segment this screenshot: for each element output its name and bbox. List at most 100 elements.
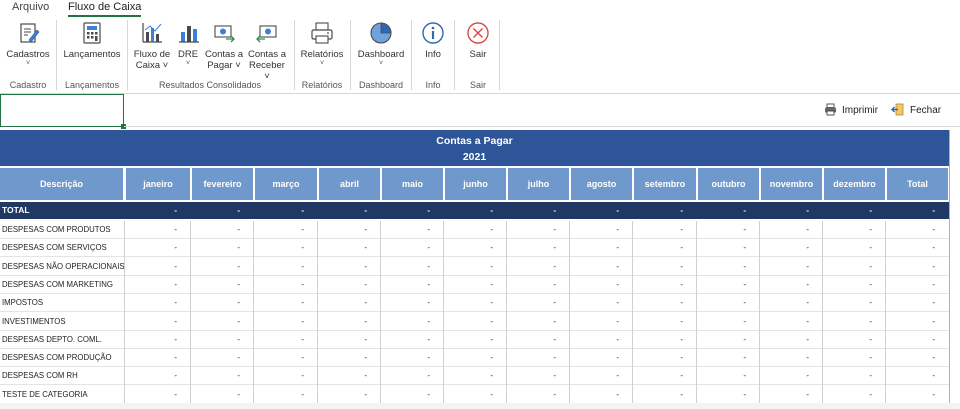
value-cell[interactable]: -: [680, 371, 683, 381]
value-cell[interactable]: -: [237, 225, 240, 234]
value-cell[interactable]: -: [301, 334, 304, 344]
dashboard-button[interactable]: Dashboard ˅: [356, 20, 406, 68]
value-cell[interactable]: -: [490, 261, 493, 271]
value-cell[interactable]: -: [806, 371, 809, 381]
value-cell[interactable]: -: [806, 389, 809, 399]
value-cell[interactable]: -: [932, 225, 935, 234]
value-cell[interactable]: -: [869, 389, 872, 399]
value-cell[interactable]: -: [364, 371, 367, 381]
value-cell[interactable]: -: [490, 371, 493, 381]
value-cell[interactable]: -: [364, 298, 367, 308]
value-cell[interactable]: -: [364, 316, 367, 326]
value-cell[interactable]: -: [616, 316, 619, 326]
value-cell[interactable]: -: [869, 371, 872, 381]
close-button[interactable]: Fechar: [891, 103, 941, 117]
value-cell[interactable]: -: [364, 279, 367, 289]
value-cell[interactable]: -: [932, 316, 935, 326]
value-cell[interactable]: -: [616, 243, 619, 253]
value-cell[interactable]: -: [869, 279, 872, 289]
value-cell[interactable]: -: [174, 298, 177, 308]
total-cell[interactable]: -: [427, 206, 430, 215]
dre-button[interactable]: DRE ˅: [176, 20, 200, 68]
value-cell[interactable]: -: [869, 334, 872, 344]
value-cell[interactable]: -: [680, 298, 683, 308]
value-cell[interactable]: -: [932, 389, 935, 399]
value-cell[interactable]: -: [680, 279, 683, 289]
value-cell[interactable]: -: [553, 225, 556, 234]
value-cell[interactable]: -: [490, 298, 493, 308]
value-cell[interactable]: -: [301, 389, 304, 399]
value-cell[interactable]: -: [743, 316, 746, 326]
value-cell[interactable]: -: [364, 389, 367, 399]
value-cell[interactable]: -: [680, 243, 683, 253]
fluxo-de-caixa-button[interactable]: Fluxo de Caixa ˅: [132, 20, 172, 71]
value-cell[interactable]: -: [490, 316, 493, 326]
value-cell[interactable]: -: [301, 225, 304, 234]
value-cell[interactable]: -: [427, 316, 430, 326]
value-cell[interactable]: -: [743, 371, 746, 381]
value-cell[interactable]: -: [616, 261, 619, 271]
total-cell[interactable]: -: [806, 206, 809, 215]
value-cell[interactable]: -: [553, 353, 556, 363]
value-cell[interactable]: -: [932, 371, 935, 381]
relatorios-button[interactable]: Relatórios ˅: [298, 20, 346, 68]
info-button[interactable]: Info: [418, 20, 448, 60]
value-cell[interactable]: -: [490, 389, 493, 399]
value-cell[interactable]: -: [364, 353, 367, 363]
value-cell[interactable]: -: [174, 389, 177, 399]
value-cell[interactable]: -: [427, 334, 430, 344]
value-cell[interactable]: -: [364, 225, 367, 234]
value-cell[interactable]: -: [680, 316, 683, 326]
value-cell[interactable]: -: [616, 279, 619, 289]
value-cell[interactable]: -: [616, 334, 619, 344]
value-cell[interactable]: -: [427, 353, 430, 363]
value-cell[interactable]: -: [174, 353, 177, 363]
total-cell[interactable]: -: [553, 206, 556, 215]
value-cell[interactable]: -: [932, 334, 935, 344]
value-cell[interactable]: -: [490, 334, 493, 344]
value-cell[interactable]: -: [553, 371, 556, 381]
value-cell[interactable]: -: [743, 279, 746, 289]
value-cell[interactable]: -: [174, 279, 177, 289]
value-cell[interactable]: -: [869, 243, 872, 253]
value-cell[interactable]: -: [490, 225, 493, 234]
value-cell[interactable]: -: [743, 389, 746, 399]
value-cell[interactable]: -: [806, 316, 809, 326]
value-cell[interactable]: -: [301, 371, 304, 381]
value-cell[interactable]: -: [932, 261, 935, 271]
value-cell[interactable]: -: [301, 243, 304, 253]
value-cell[interactable]: -: [869, 353, 872, 363]
value-cell[interactable]: -: [553, 298, 556, 308]
value-cell[interactable]: -: [680, 261, 683, 271]
tab-arquivo[interactable]: Arquivo: [12, 1, 50, 13]
value-cell[interactable]: -: [490, 279, 493, 289]
value-cell[interactable]: -: [553, 334, 556, 344]
cadastros-button[interactable]: Cadastros ˅: [6, 20, 50, 68]
value-cell[interactable]: -: [364, 334, 367, 344]
total-cell[interactable]: -: [616, 206, 619, 215]
sair-button[interactable]: Sair: [463, 20, 493, 60]
value-cell[interactable]: -: [553, 389, 556, 399]
value-cell[interactable]: -: [869, 316, 872, 326]
print-button[interactable]: Imprimir: [824, 103, 878, 117]
value-cell[interactable]: -: [237, 389, 240, 399]
value-cell[interactable]: -: [616, 353, 619, 363]
value-cell[interactable]: -: [616, 389, 619, 399]
value-cell[interactable]: -: [616, 298, 619, 308]
fill-handle[interactable]: [121, 124, 126, 129]
total-cell[interactable]: -: [743, 206, 746, 215]
value-cell[interactable]: -: [869, 298, 872, 308]
value-cell[interactable]: -: [743, 261, 746, 271]
value-cell[interactable]: -: [237, 279, 240, 289]
value-cell[interactable]: -: [427, 389, 430, 399]
value-cell[interactable]: -: [174, 243, 177, 253]
value-cell[interactable]: -: [680, 225, 683, 234]
value-cell[interactable]: -: [806, 298, 809, 308]
total-cell[interactable]: -: [680, 206, 683, 215]
value-cell[interactable]: -: [869, 225, 872, 234]
lancamentos-button[interactable]: Lançamentos: [62, 20, 122, 60]
value-cell[interactable]: -: [932, 279, 935, 289]
value-cell[interactable]: -: [427, 225, 430, 234]
total-cell[interactable]: -: [490, 206, 493, 215]
value-cell[interactable]: -: [174, 371, 177, 381]
